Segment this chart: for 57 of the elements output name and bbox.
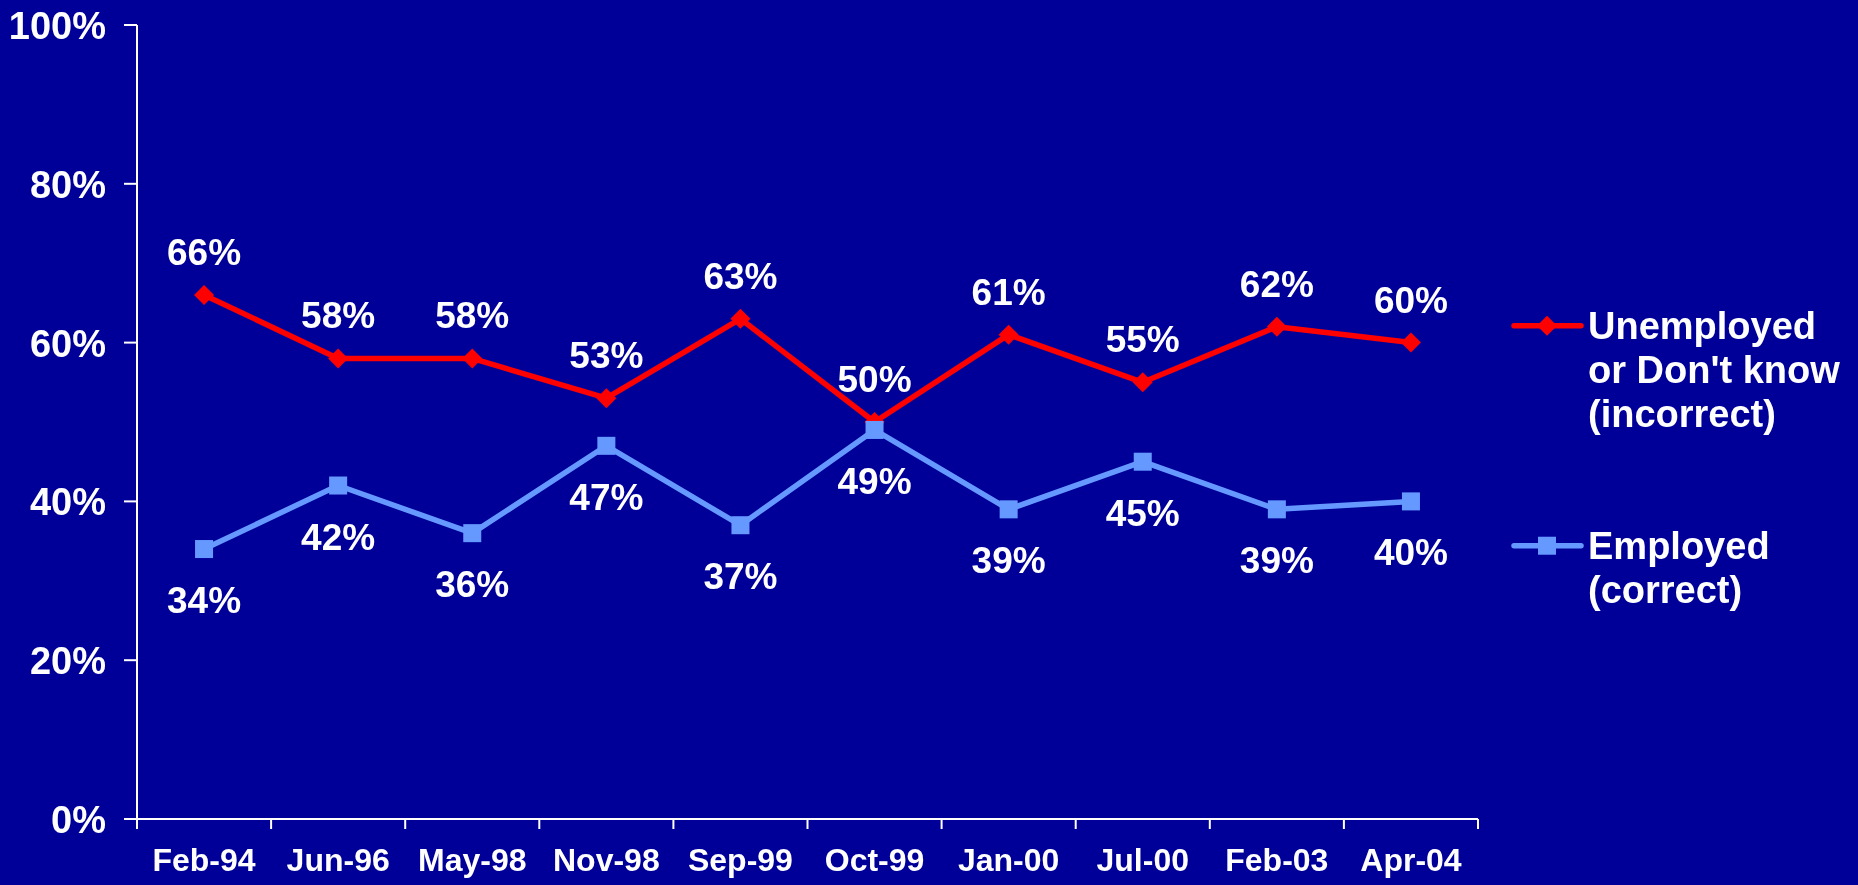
point [998,324,1019,345]
data-label: 63% [703,255,778,297]
x-tick-label: Jun-96 [286,842,390,878]
point [730,308,751,329]
data-label: 40% [1373,532,1448,574]
point [596,388,617,409]
data-label: 55% [1105,319,1180,361]
data-label: 53% [569,335,644,377]
data-label: 34% [167,580,242,622]
point [999,500,1018,519]
point [1267,500,1286,519]
point [731,516,750,535]
y-tick-label: 60% [29,322,106,365]
point [194,284,215,305]
point [462,348,483,369]
x-tick-label: Oct-99 [824,842,925,878]
x-tick-label: Jan-00 [957,842,1060,878]
data-label: 58% [301,295,376,337]
point [328,348,349,369]
y-tick-label: 80% [29,163,106,206]
data-label: 36% [435,564,510,606]
x-tick-label: Feb-03 [1225,842,1329,878]
data-label: 60% [1373,279,1448,321]
x-tick-label: Feb-94 [152,842,256,878]
point [1132,372,1153,393]
point [463,524,482,543]
x-tick-label: Jul-00 [1096,842,1189,878]
data-label: 37% [703,556,778,598]
data-label: 45% [1105,492,1180,534]
point [1400,332,1421,353]
y-tick-label: 20% [29,640,106,683]
x-tick-label: May-98 [418,842,527,878]
data-label: 58% [435,295,510,337]
point [597,436,616,455]
point [195,540,214,559]
data-label: 66% [167,231,242,273]
point [1401,492,1420,511]
point [1266,316,1287,337]
y-tick-label: 100% [8,5,106,47]
data-label: 42% [301,516,376,558]
legend-label: Employed (correct) [1588,524,1770,611]
point [1133,452,1152,471]
x-tick-label: Sep-99 [687,842,793,878]
data-label: 47% [569,476,644,518]
point [329,476,348,495]
data-label: 50% [837,359,912,400]
data-label: 49% [837,460,912,502]
y-tick-label: 40% [29,481,106,524]
x-tick-label: Apr-04 [1360,842,1462,878]
y-tick-label: 0% [51,799,106,841]
data-label: 61% [971,271,1046,313]
point [865,420,884,439]
x-tick-label: Nov-98 [553,842,660,878]
data-label: 39% [1239,540,1314,582]
legend-label: Unemployed or Don't know (incorrect) [1588,304,1841,435]
data-label: 62% [1239,263,1314,305]
data-label: 39% [971,540,1046,582]
